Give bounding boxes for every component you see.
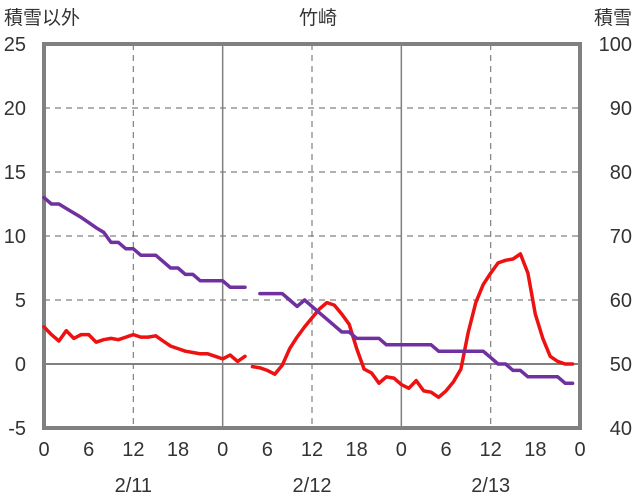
snow-depth-line [258,291,575,385]
y-right-tick-label: 100 [599,34,632,56]
y-left-tick-label: 10 [4,226,26,248]
y-right-tick-label: 90 [610,98,632,120]
chart-title: 竹崎 [299,7,337,29]
x-tick-label: 12 [122,439,144,461]
x-tick-label: 0 [38,439,49,461]
x-tick-label: 18 [524,439,546,461]
red-series-line [42,325,247,364]
grid-lines [44,44,580,428]
y-right-tick-label: 60 [610,290,632,312]
snow-depth-line [42,195,247,289]
y-right-tick-label: 50 [610,354,632,376]
y-right-tick-label: 40 [610,418,632,440]
date-label: 2/12 [293,475,332,497]
x-tick-label: 0 [396,439,407,461]
right-axis-label: 積雪 [594,7,632,29]
date-label: 2/13 [471,475,510,497]
x-tick-label: 0 [574,439,585,461]
series-layer [42,195,575,400]
y-right-tick-label: 70 [610,226,632,248]
x-tick-label: 12 [301,439,323,461]
x-tick-label: 6 [440,439,451,461]
y-left-tick-label: 25 [4,34,26,56]
y-left-tick-label: -5 [8,418,26,440]
x-tick-label: 6 [262,439,273,461]
left-axis-label: 積雪以外 [4,7,80,29]
date-label: 2/11 [115,475,152,497]
y-left-tick-label: 5 [15,290,26,312]
plot-frame [42,42,582,430]
x-tick-label: 18 [346,439,368,461]
x-tick-label: 0 [217,439,228,461]
y-right-tick-label: 80 [610,162,632,184]
x-tick-label: 6 [83,439,94,461]
red-series-line [250,252,575,400]
y-left-tick-label: 15 [4,162,26,184]
y-left-tick-label: 20 [4,98,26,120]
x-tick-label: 18 [167,439,189,461]
x-tick-label: 12 [480,439,502,461]
y-left-tick-label: 0 [15,354,26,376]
